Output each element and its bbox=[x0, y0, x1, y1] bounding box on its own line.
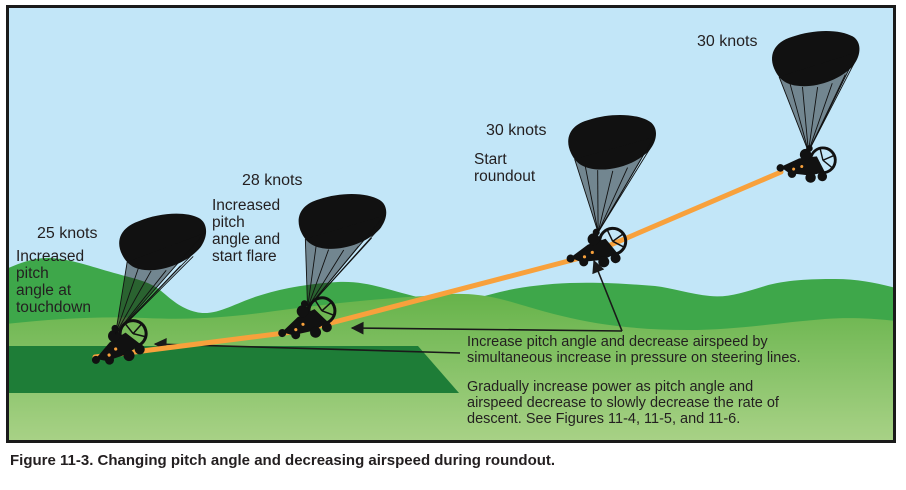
annotation-steering-lines: Increase pitch angle and decrease airspe… bbox=[467, 334, 801, 366]
figure-caption: Figure 11-3. Changing pitch angle and de… bbox=[10, 452, 556, 469]
parachute-canopy-start-roundout bbox=[568, 115, 656, 233]
stage-note-touchdown: Increased pitch angle at touchdown bbox=[16, 248, 91, 316]
parachute-canopy-cruise bbox=[772, 30, 860, 152]
speed-label-cruise: 30 knots bbox=[697, 33, 758, 50]
leader-arrow-start-roundout bbox=[592, 259, 623, 332]
figure-11-3-diagram: 30 knots 30 knots Start roundout 28 knot… bbox=[6, 5, 896, 443]
leader-arrow-start-flare bbox=[350, 321, 623, 335]
annotation-power: Gradually increase power as pitch angle … bbox=[467, 379, 779, 427]
runway-strip bbox=[9, 346, 459, 393]
leader-arrow-touchdown bbox=[153, 337, 461, 354]
parachute-canopy-touchdown bbox=[115, 213, 207, 335]
stage-note-start-flare: Increased pitch angle and start flare bbox=[212, 197, 281, 265]
speed-label-touchdown: 25 knots bbox=[37, 225, 98, 242]
speed-label-start-roundout: 30 knots bbox=[486, 122, 547, 139]
flight-path-line bbox=[92, 169, 784, 360]
scene bbox=[9, 8, 893, 440]
stage-note-start-roundout: Start roundout bbox=[474, 151, 536, 185]
field bbox=[9, 293, 893, 440]
speed-label-start-flare: 28 knots bbox=[242, 172, 303, 189]
parachute-canopy-start-flare bbox=[298, 193, 387, 309]
